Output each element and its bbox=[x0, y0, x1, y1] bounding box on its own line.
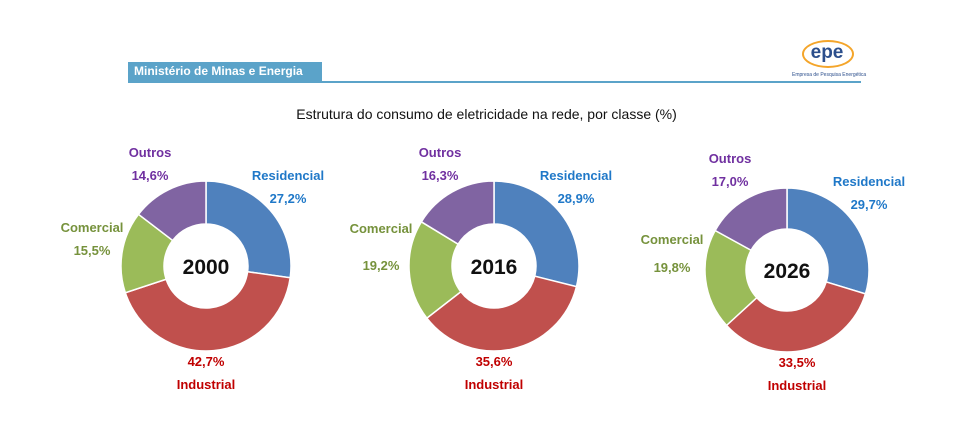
donut-chart-2000: 2000 Residencial 27,2% Industrial 42,7% Comer… bbox=[61, 145, 325, 392]
ministry-name: Ministério de Minas e Energia bbox=[134, 64, 303, 78]
donut-chart-2026: 2026 Residencial 29,7% Industrial 33,5% Comer… bbox=[641, 151, 906, 393]
logo-text: epe bbox=[810, 42, 844, 63]
chart-title: Estrutura do consumo de eletricidade na … bbox=[296, 106, 677, 122]
value-label-outros-2026: 17,0% bbox=[712, 174, 749, 189]
logo-subtitle: Empresa de Pesquisa Energética bbox=[792, 72, 867, 78]
category-label-industrial-2016: Industrial bbox=[465, 377, 524, 392]
value-label-outros-2000: 14,6% bbox=[132, 168, 169, 183]
category-label-residencial-2016: Residencial bbox=[540, 168, 612, 183]
value-label-comercial-2000: 15,5% bbox=[74, 243, 111, 258]
category-label-residencial-2026: Residencial bbox=[833, 174, 905, 189]
center-year-2026: 2026 bbox=[764, 260, 811, 283]
category-label-residencial-2000: Residencial bbox=[252, 168, 324, 183]
value-label-industrial-2016: 35,6% bbox=[476, 354, 513, 369]
value-label-comercial-2026: 19,8% bbox=[654, 260, 691, 275]
value-label-residencial-2026: 29,7% bbox=[851, 197, 888, 212]
value-label-residencial-2000: 27,2% bbox=[270, 191, 307, 206]
value-label-comercial-2016: 19,2% bbox=[363, 258, 400, 273]
category-label-comercial-2026: Comercial bbox=[641, 232, 704, 247]
value-label-industrial-2000: 42,7% bbox=[188, 354, 225, 369]
ministry-header-bar: Ministério de Minas e Energia bbox=[128, 62, 322, 81]
epe-logo: epe Empresa de Pesquisa Energética bbox=[792, 40, 867, 80]
category-label-outros-2000: Outros bbox=[129, 145, 172, 160]
category-label-industrial-2026: Industrial bbox=[768, 378, 827, 393]
category-label-outros-2016: Outros bbox=[419, 145, 462, 160]
center-year-2016: 2016 bbox=[471, 256, 518, 279]
donut-hole-2026 bbox=[746, 229, 828, 311]
category-label-comercial-2000: Comercial bbox=[61, 220, 124, 235]
donut-hole-2000 bbox=[164, 224, 248, 308]
category-label-comercial-2016: Comercial bbox=[350, 221, 413, 236]
center-year-2000: 2000 bbox=[183, 256, 230, 279]
logo-ring-icon bbox=[802, 40, 854, 68]
category-label-outros-2026: Outros bbox=[709, 151, 752, 166]
header-divider bbox=[128, 81, 861, 83]
donut-chart-2016: 2016 Residencial 28,9% Industrial 35,6% Comer… bbox=[350, 145, 613, 392]
category-label-industrial-2000: Industrial bbox=[177, 377, 236, 392]
value-label-outros-2016: 16,3% bbox=[422, 168, 459, 183]
value-label-industrial-2026: 33,5% bbox=[779, 355, 816, 370]
donut-hole-2016 bbox=[452, 224, 536, 308]
value-label-residencial-2016: 28,9% bbox=[558, 191, 595, 206]
